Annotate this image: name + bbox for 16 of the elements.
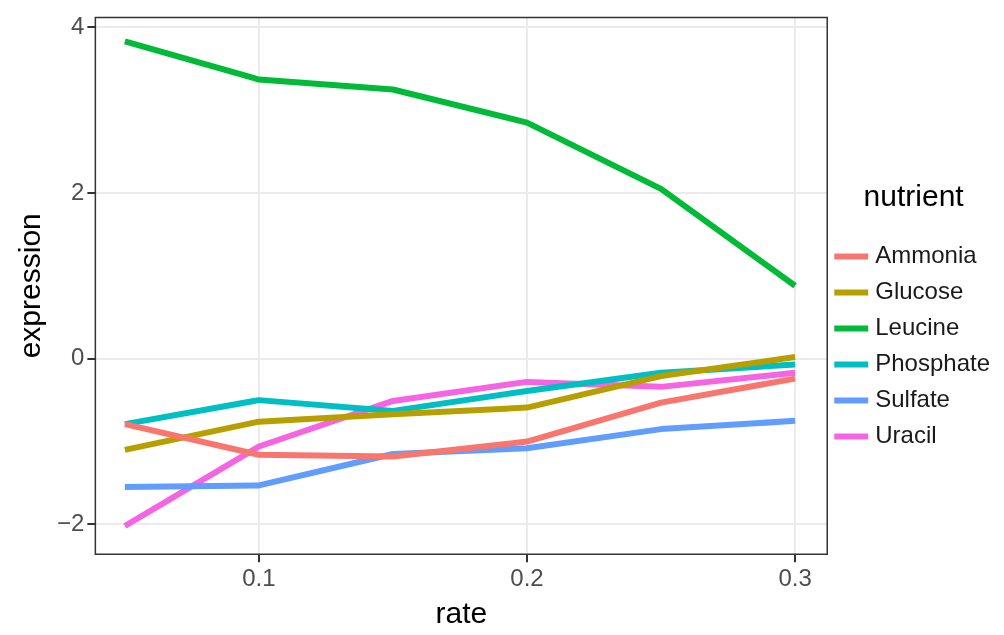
y-axis-title: expression [13, 213, 47, 359]
y-tick-label: 4 [71, 11, 85, 39]
x-axis-title: rate [435, 596, 488, 630]
legend-label: Leucine [875, 313, 960, 341]
y-tick-label: 2 [71, 177, 85, 205]
legend-label: Glucose [875, 277, 964, 305]
x-tick-label: 0.1 [242, 564, 276, 592]
legend-label: Phosphate [875, 349, 990, 377]
legend-title: nutrient [863, 178, 965, 212]
legend-label: Sulfate [875, 385, 950, 413]
y-tick-label: −2 [56, 509, 85, 536]
y-tick-label: 0 [71, 343, 85, 371]
legend-label: Ammonia [875, 241, 978, 269]
x-tick-label: 0.3 [778, 564, 812, 592]
x-tick-label: 0.2 [510, 564, 544, 592]
legend-label: Uracil [875, 421, 937, 449]
